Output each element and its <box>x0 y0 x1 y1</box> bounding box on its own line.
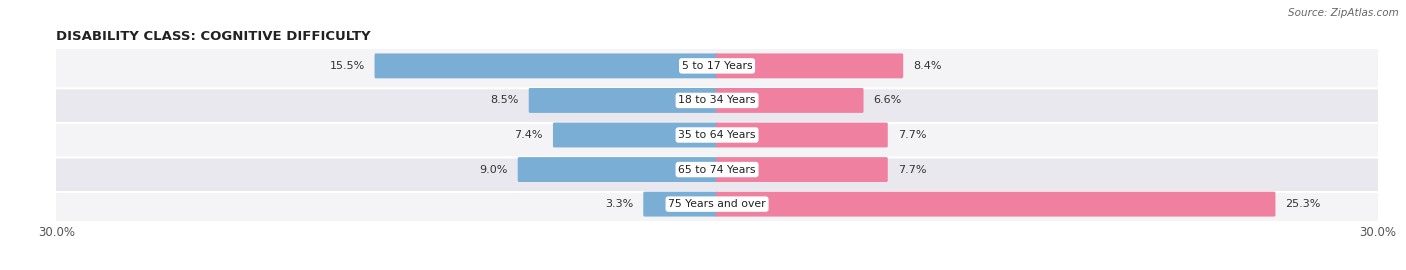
FancyBboxPatch shape <box>53 43 1381 88</box>
FancyBboxPatch shape <box>553 123 718 147</box>
FancyBboxPatch shape <box>716 192 1275 217</box>
FancyBboxPatch shape <box>53 182 1381 227</box>
Text: 7.7%: 7.7% <box>897 130 927 140</box>
Text: 5 to 17 Years: 5 to 17 Years <box>682 61 752 71</box>
FancyBboxPatch shape <box>53 147 1381 192</box>
Text: Source: ZipAtlas.com: Source: ZipAtlas.com <box>1288 8 1399 18</box>
Text: 7.7%: 7.7% <box>897 164 927 175</box>
Text: 75 Years and over: 75 Years and over <box>668 199 766 209</box>
Text: 15.5%: 15.5% <box>329 61 364 71</box>
Text: 8.5%: 8.5% <box>491 95 519 106</box>
Text: DISABILITY CLASS: COGNITIVE DIFFICULTY: DISABILITY CLASS: COGNITIVE DIFFICULTY <box>56 30 371 43</box>
FancyBboxPatch shape <box>529 88 718 113</box>
Text: 8.4%: 8.4% <box>912 61 942 71</box>
FancyBboxPatch shape <box>644 192 718 217</box>
Text: 6.6%: 6.6% <box>873 95 901 106</box>
FancyBboxPatch shape <box>374 53 718 78</box>
Text: 35 to 64 Years: 35 to 64 Years <box>678 130 756 140</box>
FancyBboxPatch shape <box>53 113 1381 157</box>
Text: 65 to 74 Years: 65 to 74 Years <box>678 164 756 175</box>
Text: 9.0%: 9.0% <box>479 164 508 175</box>
FancyBboxPatch shape <box>517 157 718 182</box>
FancyBboxPatch shape <box>716 53 903 78</box>
Text: 25.3%: 25.3% <box>1285 199 1320 209</box>
Text: 18 to 34 Years: 18 to 34 Years <box>678 95 756 106</box>
FancyBboxPatch shape <box>716 157 887 182</box>
FancyBboxPatch shape <box>716 123 887 147</box>
Text: 7.4%: 7.4% <box>515 130 543 140</box>
Text: 3.3%: 3.3% <box>605 199 633 209</box>
FancyBboxPatch shape <box>716 88 863 113</box>
FancyBboxPatch shape <box>53 78 1381 123</box>
